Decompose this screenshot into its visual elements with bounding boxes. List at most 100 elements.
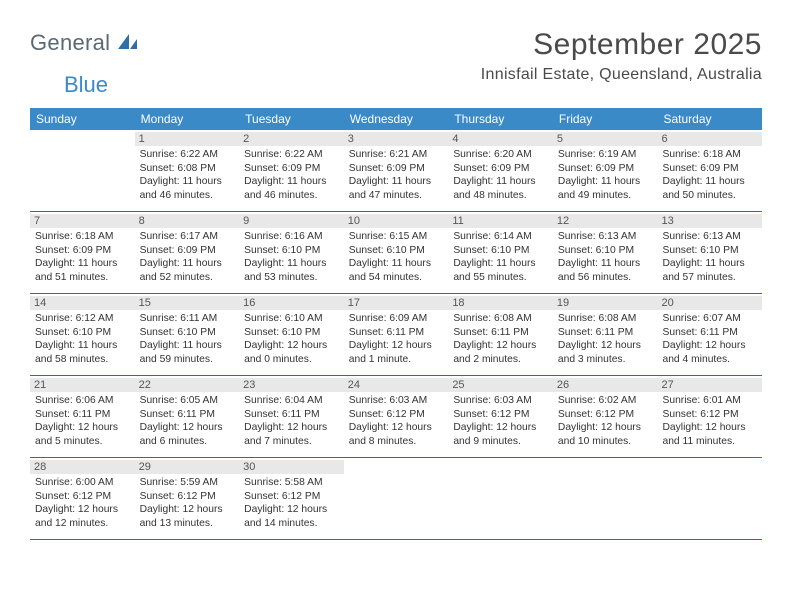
sunset-line: Sunset: 6:12 PM <box>558 408 653 422</box>
daylight-line-2: and 1 minute. <box>349 353 444 367</box>
sunrise-line: Sunrise: 6:06 AM <box>35 394 130 408</box>
day-number: 30 <box>239 460 344 474</box>
daylight-line-1: Daylight: 11 hours <box>349 175 444 189</box>
day-number: 27 <box>657 378 762 392</box>
daylight-line-2: and 7 minutes. <box>244 435 339 449</box>
day-number: 18 <box>448 296 553 310</box>
sunrise-line: Sunrise: 6:04 AM <box>244 394 339 408</box>
day-details: Sunrise: 6:19 AMSunset: 6:09 PMDaylight:… <box>558 148 653 202</box>
day-number: 13 <box>657 214 762 228</box>
week-row: 21Sunrise: 6:06 AMSunset: 6:11 PMDayligh… <box>30 376 762 458</box>
daylight-line-2: and 55 minutes. <box>453 271 548 285</box>
day-cell: 6Sunrise: 6:18 AMSunset: 6:09 PMDaylight… <box>657 130 762 211</box>
day-details: Sunrise: 6:10 AMSunset: 6:10 PMDaylight:… <box>244 312 339 366</box>
sunrise-line: Sunrise: 6:14 AM <box>453 230 548 244</box>
day-cell: 19Sunrise: 6:08 AMSunset: 6:11 PMDayligh… <box>553 294 658 375</box>
sunrise-line: Sunrise: 5:58 AM <box>244 476 339 490</box>
week-row: 14 Sunrise: 6:12 AMSunset: 6:10 PMDayligh… <box>30 294 762 376</box>
day-number <box>30 132 135 146</box>
day-details: Sunrise: 6:00 AMSunset: 6:12 PMDaylight:… <box>35 476 130 530</box>
sunset-line: Sunset: 6:09 PM <box>35 244 130 258</box>
day-cell: 11Sunrise: 6:14 AMSunset: 6:10 PMDayligh… <box>448 212 553 293</box>
sunset-line: Sunset: 6:12 PM <box>349 408 444 422</box>
sunset-line: Sunset: 6:11 PM <box>349 326 444 340</box>
daylight-line-2: and 14 minutes. <box>244 517 339 531</box>
weekday-header-row: SundayMondayTuesdayWednesdayThursdayFrid… <box>30 108 762 130</box>
day-number: 26 <box>553 378 658 392</box>
daylight-line-2: and 50 minutes. <box>662 189 757 203</box>
daylight-line-1: Daylight: 11 hours <box>35 339 130 353</box>
daylight-line-1: Daylight: 12 hours <box>453 339 548 353</box>
daylight-line-1: Daylight: 12 hours <box>662 421 757 435</box>
daylight-line-1: Daylight: 11 hours <box>453 175 548 189</box>
daylight-line-1: Daylight: 12 hours <box>140 421 235 435</box>
daylight-line-2: and 2 minutes. <box>453 353 548 367</box>
day-number <box>344 460 449 474</box>
day-cell: 18 Sunrise: 6:08 AMSunset: 6:11 PMDayligh… <box>448 294 553 375</box>
day-details: Sunrise: 6:22 AMSunset: 6:08 PMDaylight:… <box>140 148 235 202</box>
daylight-line-2: and 8 minutes. <box>349 435 444 449</box>
daylight-line-1: Daylight: 11 hours <box>140 339 235 353</box>
day-cell: 30Sunrise: 5:58 AMSunset: 6:12 PMDayligh… <box>239 458 344 539</box>
day-cell: 28Sunrise: 6:00 AMSunset: 6:12 PMDayligh… <box>30 458 135 539</box>
daylight-line-2: and 51 minutes. <box>35 271 130 285</box>
daylight-line-1: Daylight: 12 hours <box>558 339 653 353</box>
daylight-line-2: and 5 minutes. <box>35 435 130 449</box>
sunset-line: Sunset: 6:12 PM <box>140 490 235 504</box>
day-number: 17 <box>344 296 449 310</box>
day-number: 12 <box>553 214 658 228</box>
daylight-line-1: Daylight: 12 hours <box>349 339 444 353</box>
day-cell: 27Sunrise: 6:01 AMSunset: 6:12 PMDayligh… <box>657 376 762 457</box>
day-details: Sunrise: 6:12 AMSunset: 6:10 PMDaylight:… <box>35 312 130 366</box>
daylight-line-1: Daylight: 11 hours <box>349 257 444 271</box>
sunset-line: Sunset: 6:09 PM <box>558 162 653 176</box>
day-cell: 15Sunrise: 6:11 AMSunset: 6:10 PMDayligh… <box>135 294 240 375</box>
day-number: 22 <box>135 378 240 392</box>
day-cell-blank <box>344 458 449 539</box>
sunset-line: Sunset: 6:10 PM <box>349 244 444 258</box>
logo-text-blue: Blue <box>64 72 108 98</box>
day-details: Sunrise: 6:08 AMSunset: 6:11 PMDaylight:… <box>453 312 548 366</box>
sunrise-line: Sunrise: 6:10 AM <box>244 312 339 326</box>
day-details: Sunrise: 6:16 AMSunset: 6:10 PMDaylight:… <box>244 230 339 284</box>
weekday-header: Sunday <box>30 108 135 130</box>
day-number: 21 <box>30 378 135 392</box>
sunrise-line: Sunrise: 6:20 AM <box>453 148 548 162</box>
daylight-line-2: and 3 minutes. <box>558 353 653 367</box>
day-cell: 14 Sunrise: 6:12 AMSunset: 6:10 PMDayligh… <box>30 294 135 375</box>
sunset-line: Sunset: 6:10 PM <box>662 244 757 258</box>
day-cell: 10Sunrise: 6:15 AMSunset: 6:10 PMDayligh… <box>344 212 449 293</box>
day-number: 14 <box>30 296 135 310</box>
sunset-line: Sunset: 6:09 PM <box>244 162 339 176</box>
day-details: Sunrise: 6:05 AMSunset: 6:11 PMDaylight:… <box>140 394 235 448</box>
day-details: Sunrise: 6:13 AMSunset: 6:10 PMDaylight:… <box>662 230 757 284</box>
sunset-line: Sunset: 6:12 PM <box>453 408 548 422</box>
daylight-line-2: and 47 minutes. <box>349 189 444 203</box>
day-cell: 21Sunrise: 6:06 AMSunset: 6:11 PMDayligh… <box>30 376 135 457</box>
daylight-line-1: Daylight: 11 hours <box>35 257 130 271</box>
daylight-line-1: Daylight: 12 hours <box>140 503 235 517</box>
day-number: 4 <box>448 132 553 146</box>
day-number: 9 <box>239 214 344 228</box>
day-cell-blank <box>448 458 553 539</box>
day-details: Sunrise: 6:15 AMSunset: 6:10 PMDaylight:… <box>349 230 444 284</box>
day-cell: 1Sunrise: 6:22 AMSunset: 6:08 PMDaylight… <box>135 130 240 211</box>
daylight-line-2: and 12 minutes. <box>35 517 130 531</box>
day-cell: 22 Sunrise: 6:05 AMSunset: 6:11 PMDayligh… <box>135 376 240 457</box>
day-cell-blank <box>553 458 658 539</box>
sunset-line: Sunset: 6:12 PM <box>662 408 757 422</box>
sunset-line: Sunset: 6:10 PM <box>244 244 339 258</box>
weekday-header: Thursday <box>448 108 553 130</box>
daylight-line-2: and 6 minutes. <box>140 435 235 449</box>
sunrise-line: Sunrise: 6:18 AM <box>662 148 757 162</box>
weekday-header: Saturday <box>657 108 762 130</box>
daylight-line-1: Daylight: 11 hours <box>453 257 548 271</box>
sunset-line: Sunset: 6:11 PM <box>662 326 757 340</box>
day-cell: 2Sunrise: 6:22 AMSunset: 6:09 PMDaylight… <box>239 130 344 211</box>
sunset-line: Sunset: 6:12 PM <box>35 490 130 504</box>
day-number: 23 <box>239 378 344 392</box>
daylight-line-1: Daylight: 12 hours <box>35 503 130 517</box>
calendar-grid: SundayMondayTuesdayWednesdayThursdayFrid… <box>30 108 762 540</box>
daylight-line-2: and 53 minutes. <box>244 271 339 285</box>
day-cell: 5Sunrise: 6:19 AMSunset: 6:09 PMDaylight… <box>553 130 658 211</box>
